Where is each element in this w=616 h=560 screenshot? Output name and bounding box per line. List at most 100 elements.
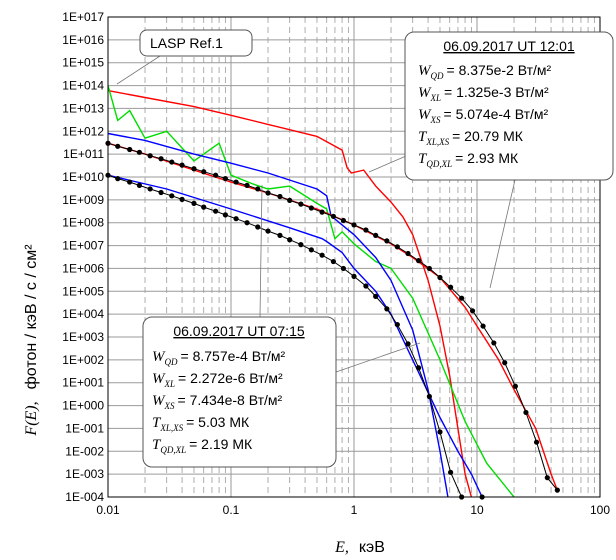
data-point [147, 186, 153, 192]
data-point [447, 469, 454, 475]
data-point [308, 247, 314, 253]
data-point [191, 200, 197, 206]
lasp-ref-label: LASP Ref.1 [139, 29, 253, 57]
y-tick-label: 1E+009 [62, 193, 104, 207]
data-point [298, 242, 304, 248]
param-subscript: XS [430, 115, 441, 125]
svg-text:F(E), фотон / кэВ / с /: F(E), фотон / кэВ / с / см² [23, 244, 40, 437]
marker-points [105, 140, 560, 500]
data-point [244, 182, 250, 188]
param-subscript: QD [165, 357, 178, 367]
data-point [394, 244, 400, 250]
data-point [491, 340, 497, 346]
data-point [319, 209, 325, 215]
x-tick-label: 1 [351, 503, 358, 517]
data-point [405, 341, 411, 347]
param-row: TQD,XL = 2.93 МК [418, 150, 519, 169]
param-value: = 5.074e-4 Вт/м² [444, 106, 549, 122]
param-value: = 20.79 МК [452, 128, 524, 144]
spectrum-curves [107, 85, 558, 498]
data-point [426, 265, 432, 272]
param-symbol: T [418, 151, 428, 167]
lasp-ref-text: LASP Ref.1 [150, 35, 223, 51]
param-symbol: T [152, 415, 162, 431]
data-point [287, 197, 293, 203]
data-point [158, 156, 164, 162]
param-subscript: QD [431, 71, 444, 81]
param-row: WXS = 5.074e-4 Вт/м² [418, 106, 549, 125]
param-symbol: W [418, 107, 432, 123]
param-symbol: W [152, 393, 166, 409]
data-point [115, 176, 121, 182]
data-point [447, 284, 454, 290]
data-point [437, 274, 443, 281]
data-point [469, 308, 476, 314]
y-tick-label: 1E+011 [63, 147, 104, 161]
data-point [201, 169, 207, 175]
leader-line [259, 184, 263, 318]
data-point [201, 204, 207, 210]
y-tick-label: 1E+006 [62, 261, 104, 275]
data-point [298, 201, 304, 207]
y-tick-label: 1E-004 [65, 490, 104, 504]
y-tick-label: 1E+003 [62, 330, 104, 344]
param-row: WXL = 2.272e-6 Вт/м² [152, 370, 283, 389]
param-symbol: W [418, 85, 432, 101]
leader-line [489, 179, 516, 289]
param-row: WQD = 8.375e-2 Вт/м² [418, 62, 552, 81]
param-subscript: XL,XS [159, 423, 183, 433]
data-point [330, 213, 336, 219]
param-value: = 2.19 МК [189, 436, 253, 452]
top-box-date: 06.09.2017 UT 12:01 [443, 38, 575, 54]
data-point [127, 179, 133, 185]
param-symbol: W [152, 349, 166, 365]
param-value: = 5.03 МК [186, 414, 250, 430]
x-tick-label: 0.01 [96, 503, 120, 517]
y-tick-label: 1E+014 [62, 79, 104, 93]
data-point [127, 146, 133, 153]
y-tick-label: 1E+013 [62, 101, 104, 115]
data-point [415, 258, 422, 264]
data-point [523, 409, 529, 416]
y-tick-label: 1E-002 [65, 444, 104, 458]
y-tick-label: 1E+004 [62, 307, 104, 321]
param-row: TQD,XL = 2.19 МК [152, 436, 253, 455]
series-line-2 [107, 132, 449, 498]
data-point [277, 232, 283, 238]
data-point [373, 232, 379, 238]
y-tick-label: 1E-001 [65, 421, 104, 435]
data-point [544, 475, 550, 481]
data-point [179, 162, 185, 168]
data-point [222, 176, 228, 182]
param-subscript: QD,XL [160, 445, 186, 455]
data-point [191, 166, 197, 172]
data-point [179, 196, 185, 202]
data-point [394, 321, 400, 328]
data-point [244, 220, 250, 226]
param-symbol: T [418, 129, 428, 145]
data-point [136, 182, 142, 188]
y-axis-label: F(E), фотон / кэВ / с / см² [23, 244, 40, 437]
bottom-box-date: 06.09.2017 UT 07:15 [173, 323, 305, 339]
series-line-0 [107, 89, 473, 498]
param-row: TXL,XS = 5.03 МК [152, 414, 250, 433]
data-point [512, 383, 518, 389]
param-value: = 1.325e-3 Вт/м² [444, 84, 549, 100]
series-line-3 [107, 174, 483, 498]
param-value: = 2.272e-6 Вт/м² [178, 370, 283, 386]
param-symbol: T [152, 437, 162, 453]
data-point [147, 153, 153, 159]
data-point [136, 149, 142, 155]
data-point [351, 222, 357, 228]
y-tick-label: 1E+015 [62, 56, 104, 70]
param-value: = 2.93 МК [455, 150, 519, 166]
y-axis-variable: F(E), [23, 401, 40, 436]
param-row: WXS = 7.434e-8 Вт/м² [152, 392, 283, 411]
param-value: = 7.434e-8 Вт/м² [178, 392, 283, 408]
x-axis-variable: E, [334, 539, 349, 556]
data-point [158, 189, 164, 196]
data-point [363, 227, 369, 233]
param-row: WXL = 1.325e-3 Вт/м² [418, 84, 549, 103]
data-point [319, 252, 325, 258]
